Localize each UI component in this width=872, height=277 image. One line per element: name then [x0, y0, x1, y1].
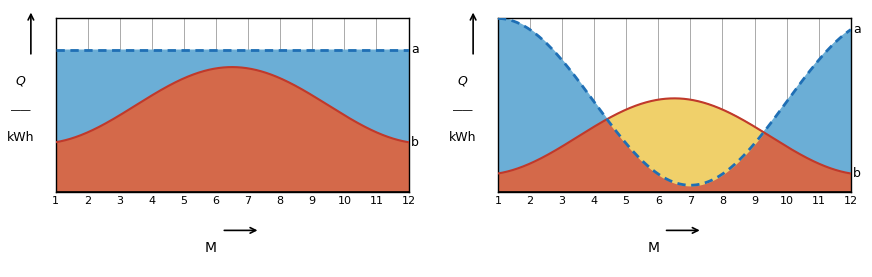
- Text: kWh: kWh: [449, 131, 476, 144]
- Text: a: a: [854, 23, 861, 36]
- Text: a: a: [411, 43, 419, 56]
- Text: b: b: [854, 167, 862, 180]
- Text: b: b: [411, 136, 419, 149]
- Text: ――: ――: [453, 106, 473, 116]
- Text: Q: Q: [458, 75, 467, 88]
- Text: Q: Q: [16, 75, 25, 88]
- Text: ――: ――: [10, 106, 30, 116]
- Text: M: M: [205, 241, 217, 255]
- Text: M: M: [647, 241, 659, 255]
- Text: kWh: kWh: [6, 131, 34, 144]
